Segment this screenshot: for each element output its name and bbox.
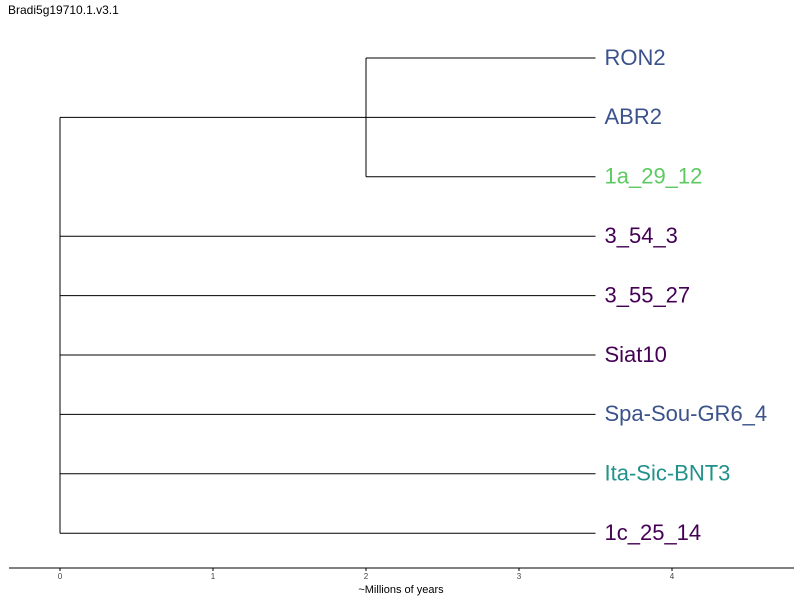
axis-title: ~Millions of years — [358, 584, 444, 596]
axis-tick-label: 3 — [517, 572, 522, 581]
tip-label: 1c_25_14 — [605, 520, 702, 545]
tip-label: 3_54_3 — [605, 223, 678, 248]
tip-label: RON2 — [605, 45, 666, 70]
axis-tick-label: 2 — [364, 572, 369, 581]
tip-label-group: RON2 ABR2 1a_29_12 3_54_3 3_55_27 Siat10 Spa-S… — [605, 45, 768, 545]
tip-label: 1a_29_12 — [605, 164, 703, 189]
axis-tick-label: 1 — [211, 572, 216, 581]
tip-label: Spa-Sou-GR6_4 — [605, 401, 768, 426]
tip-label: ABR2 — [605, 104, 662, 129]
axis-tick-label: 0 — [58, 572, 63, 581]
tip-label: Siat10 — [605, 342, 667, 367]
time-axis: 0 1 2 3 4 ~Millions of years — [9, 567, 794, 596]
axis-tick-label: 4 — [670, 572, 675, 581]
tree-title: Bradi5g19710.1.v3.1 — [8, 3, 119, 17]
tip-label: Ita-Sic-BNT3 — [605, 461, 731, 486]
branch-group — [59, 57, 596, 534]
tip-label: 3_55_27 — [605, 282, 691, 307]
